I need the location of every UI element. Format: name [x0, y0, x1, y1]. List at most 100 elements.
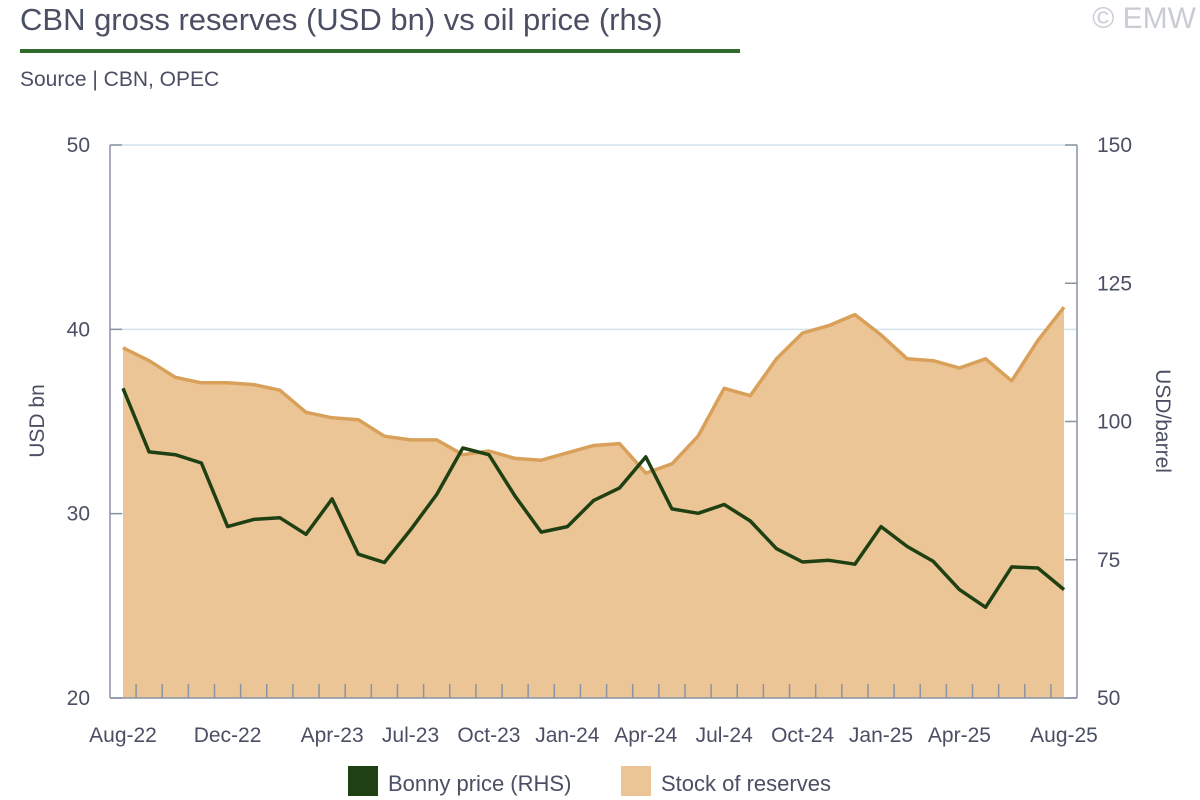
- y-left-tick-label-20: 20: [67, 687, 90, 710]
- reserves-point-Nov-22: [200, 381, 203, 384]
- price-point-Aug-25: [1063, 588, 1066, 591]
- y-right-tick-label-75: 75: [1097, 549, 1120, 572]
- reserves-point-Dec-22: [226, 381, 229, 384]
- reserves-point-Dec-23: [540, 459, 543, 462]
- x-tick-label-Jul-23: Jul-23: [382, 724, 439, 747]
- price-point-Jul-24: [723, 503, 726, 506]
- price-point-Mar-23: [304, 533, 307, 536]
- price-point-Nov-24: [827, 559, 830, 562]
- y-right-tick-label-50: 50: [1097, 687, 1120, 710]
- price-point-May-23: [357, 553, 360, 556]
- reserves-line: [122, 306, 1066, 475]
- price-point-Oct-22: [174, 453, 177, 456]
- x-tick-label-Apr-25: Apr-25: [928, 724, 991, 747]
- y-right-tick-label-100: 100: [1097, 411, 1132, 434]
- price-point-Jul-23: [409, 528, 412, 531]
- reserves-point-Apr-23: [331, 416, 334, 419]
- reserves-point-Feb-25: [906, 357, 909, 360]
- price-point-Jul-25: [1036, 567, 1039, 570]
- source-note: Source | CBN, OPEC: [20, 68, 220, 91]
- x-tick-label-Apr-24: Apr-24: [614, 724, 677, 747]
- x-tick-label-Apr-23: Apr-23: [301, 724, 364, 747]
- price-point-Mar-25: [932, 560, 935, 563]
- copyright-watermark: © EMW: [1092, 2, 1196, 35]
- reserves-point-Mar-23: [304, 411, 307, 414]
- reserves-point-Mar-24: [618, 442, 621, 445]
- reserves-point-Oct-24: [801, 332, 804, 335]
- legend: Bonny price (RHS) Stock of reserves: [348, 766, 831, 796]
- price-point-Oct-23: [487, 453, 490, 456]
- reserves-point-Aug-22: [122, 346, 125, 349]
- price-point-Oct-24: [801, 560, 804, 563]
- x-tick-label-Dec-22: Dec-22: [194, 724, 262, 747]
- price-point-Jun-24: [697, 512, 700, 515]
- price-point-Aug-22: [122, 387, 125, 390]
- price-point-Feb-23: [278, 516, 281, 519]
- reserves-point-Sep-23: [461, 453, 464, 456]
- reserves-point-Apr-24: [644, 472, 647, 475]
- reserves-point-Aug-25: [1063, 306, 1066, 309]
- price-point-Mar-24: [618, 486, 621, 489]
- price-point-Sep-23: [461, 447, 464, 450]
- price-point-May-25: [984, 606, 987, 609]
- reserves-point-Mar-25: [932, 359, 935, 362]
- tick-labels: 20 30 40 50 50 75 100 125 150 Aug-22 Dec-22 Apr-23 J…: [67, 134, 1132, 747]
- reserves-point-May-25: [984, 357, 987, 360]
- chart-title: CBN gross reserves (USD bn) vs oil price…: [20, 2, 663, 37]
- legend-swatch-reserves: [621, 766, 651, 796]
- price-point-Dec-22: [226, 525, 229, 528]
- reserves-point-Apr-25: [958, 367, 961, 370]
- reserves-point-Jun-23: [383, 435, 386, 438]
- price-point-Dec-23: [540, 531, 543, 534]
- reserves-point-Jul-24: [723, 387, 726, 390]
- reserves-point-Jun-24: [697, 435, 700, 438]
- price-point-Jun-23: [383, 561, 386, 564]
- price-point-Jan-25: [880, 525, 883, 528]
- reserves-point-Nov-23: [514, 457, 517, 460]
- price-point-Dec-24: [853, 563, 856, 566]
- y-left-tick-label-40: 40: [67, 318, 90, 341]
- reserves-point-Jan-24: [566, 451, 569, 454]
- price-point-Jan-24: [566, 525, 569, 528]
- reserves-point-May-24: [670, 462, 673, 465]
- legend-label-reserves: Stock of reserves: [661, 771, 831, 796]
- reserves-point-Sep-24: [775, 357, 778, 360]
- reserves-point-Aug-23: [435, 438, 438, 441]
- reserves-point-Feb-24: [592, 444, 595, 447]
- title-underline: [20, 49, 740, 53]
- reserves-point-Jun-25: [1010, 379, 1013, 382]
- reserves-point-Jan-25: [880, 333, 883, 336]
- price-point-Sep-22: [148, 450, 151, 453]
- price-point-Aug-23: [435, 493, 438, 496]
- price-point-Feb-25: [906, 545, 909, 548]
- price-point-Feb-24: [592, 499, 595, 502]
- x-tick-label-Aug-22: Aug-22: [89, 724, 157, 747]
- x-tick-label-Oct-23: Oct-23: [457, 724, 520, 747]
- legend-swatch-bonny-price: [348, 766, 378, 796]
- y-axis-left-label: USD bn: [26, 384, 49, 458]
- reserves-point-Sep-22: [148, 359, 151, 362]
- reserves-point-Feb-23: [278, 389, 281, 392]
- price-point-Aug-24: [749, 520, 752, 523]
- y-axis-right-label: USD/barrel: [1151, 369, 1174, 473]
- reserves-point-Jan-23: [252, 383, 255, 386]
- reserves-point-Jul-25: [1036, 339, 1039, 342]
- y-right-tick-label-150: 150: [1097, 134, 1132, 157]
- price-point-Nov-22: [200, 461, 203, 464]
- x-tick-label-Jan-24: Jan-24: [535, 724, 600, 747]
- price-point-Apr-23: [331, 497, 334, 500]
- y-left-tick-label-30: 30: [67, 503, 90, 526]
- legend-label-bonny-price: Bonny price (RHS): [388, 771, 571, 796]
- reserves-point-Nov-24: [827, 324, 830, 327]
- price-point-Nov-23: [514, 495, 517, 498]
- price-point-Sep-24: [775, 547, 778, 550]
- reserves-point-Aug-24: [749, 394, 752, 397]
- reserves-point-Oct-23: [487, 449, 490, 452]
- axes: [109, 144, 1078, 699]
- reserves-point-Jul-23: [409, 438, 412, 441]
- price-point-Apr-24: [644, 455, 647, 458]
- price-point-May-24: [670, 507, 673, 510]
- y-left-tick-label-50: 50: [67, 134, 90, 157]
- reserves-point-May-23: [357, 418, 360, 421]
